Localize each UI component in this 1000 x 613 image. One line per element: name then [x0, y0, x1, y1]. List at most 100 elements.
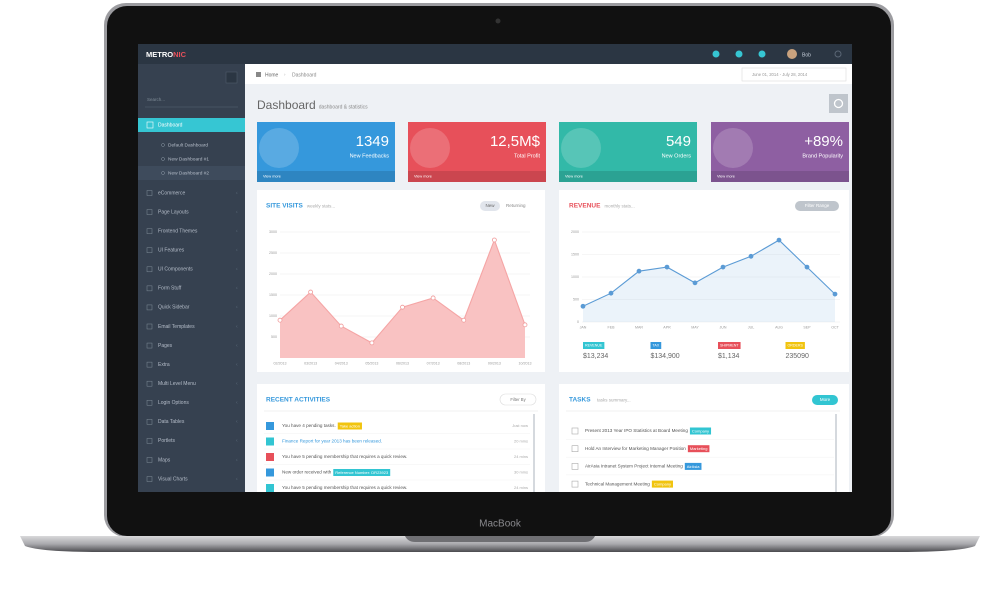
notification-icon[interactable]: [758, 50, 766, 58]
reload-button[interactable]: [829, 94, 848, 113]
stat-label: New Feedbacks: [350, 153, 390, 159]
activity-badge[interactable]: [333, 469, 391, 476]
activity-text: You have 5 pending membership that requi…: [282, 485, 407, 490]
x-tick-label: JUL: [748, 325, 754, 329]
stat-value: 12,5M$: [490, 133, 541, 150]
filter-range-button[interactable]: [795, 201, 839, 211]
data-point: [369, 340, 375, 346]
stat-label: New Orders: [662, 153, 692, 159]
sidebar-icon: [146, 419, 153, 425]
summary-label: TAX: [653, 344, 660, 348]
area: [280, 239, 525, 358]
laptop-base: [20, 536, 980, 552]
notification-icon[interactable]: [735, 50, 743, 58]
data-point: [522, 322, 528, 328]
sidebar-arrow: ‹: [236, 457, 238, 463]
logout-icon[interactable]: [834, 50, 842, 58]
stat-link: View more: [414, 175, 432, 179]
breadcrumb-item: Home: [265, 72, 279, 78]
badge-label: Reference Number: DR23923: [335, 470, 389, 475]
stat-link: View more: [717, 175, 735, 179]
activity-time: Just now: [512, 423, 528, 428]
button-label: Filter Range: [805, 203, 830, 208]
user-avatar[interactable]: [787, 49, 797, 59]
sidebar-sub-icon: [161, 143, 165, 147]
activity-text: You have 4 pending tasks.: [282, 423, 336, 428]
data-point: [461, 317, 467, 323]
summary-badge: [650, 342, 662, 349]
stat-icon: [259, 128, 299, 168]
logo: METRONIC: [146, 50, 187, 59]
tab-active[interactable]: [480, 201, 500, 211]
sidebar-sub-icon: [161, 171, 165, 175]
sidebar-toggle[interactable]: [225, 71, 238, 84]
x-tick-label: MAY: [691, 325, 699, 329]
stat-card[interactable]: [711, 122, 849, 182]
data-point: [692, 280, 698, 286]
stat-card[interactable]: [257, 122, 395, 182]
task-badge: [687, 445, 710, 453]
badge-label: Take action: [340, 423, 360, 428]
sidebar-item: Quick Sidebar: [158, 305, 190, 311]
area: [583, 240, 835, 322]
sidebar-arrow: ‹: [236, 400, 238, 406]
task-checkbox[interactable]: [571, 463, 579, 470]
stat-footer: [711, 171, 849, 182]
activity-text: New order received with: [282, 470, 332, 475]
x-tick-label: 07/2013: [427, 361, 440, 365]
sidebar-item: Pages: [158, 343, 173, 349]
page-title: Dashboard: [257, 98, 316, 112]
badge-label: Company: [692, 428, 709, 433]
task-text: Present 2013 Year IPO Statistics at Boar…: [585, 428, 688, 433]
breadcrumb-bar: [245, 64, 852, 84]
y-tick-label: 1000: [269, 314, 277, 318]
x-tick-label: MAR: [635, 325, 643, 329]
filter-button[interactable]: [499, 393, 537, 406]
stat-value: 1349: [356, 133, 389, 150]
x-tick-label: APR: [663, 325, 671, 329]
sidebar-arrow: ‹: [236, 476, 238, 482]
x-tick-label: 05/2013: [365, 361, 378, 365]
summary-value: $134,900: [651, 353, 680, 360]
stat-footer: [559, 171, 697, 182]
reload-icon: [833, 98, 844, 109]
stat-card[interactable]: [559, 122, 697, 182]
sidebar-arrow: ‹: [236, 248, 238, 254]
more-button[interactable]: [812, 395, 838, 405]
data-point: [308, 289, 314, 295]
activity-badge[interactable]: [337, 422, 362, 430]
task-checkbox[interactable]: [571, 480, 579, 488]
badge-label: Company: [654, 481, 671, 486]
sidebar-icon: [146, 285, 153, 292]
sidebar-item: Portlets: [158, 438, 175, 444]
data-point: [776, 237, 782, 243]
portlet-title: SITE VISITS: [266, 203, 304, 210]
notification-icon[interactable]: [712, 50, 720, 58]
portlet-title: TASKS: [569, 397, 591, 404]
task-checkbox[interactable]: [571, 445, 579, 453]
sidebar-icon: [146, 361, 153, 368]
sidebar-active-item[interactable]: [138, 118, 245, 132]
date-range-text: June 01, 2014 - July 28, 2014: [752, 72, 808, 77]
camera: [495, 18, 501, 24]
sidebar-item: Email Templates: [158, 324, 195, 330]
stat-value: +89%: [804, 133, 843, 150]
y-tick-label: 2500: [269, 251, 277, 255]
sidebar-icon: [146, 476, 153, 482]
sidebar-item: Extra: [158, 362, 170, 368]
activity-time: 24 mins: [514, 485, 528, 490]
stat-value: 549: [666, 133, 691, 150]
sidebar-icon: [146, 457, 153, 463]
y-tick-label: 0: [577, 320, 579, 324]
scrollbar: [533, 414, 535, 492]
stat-card[interactable]: [408, 122, 546, 182]
breadcrumb-item: Dashboard: [292, 72, 317, 78]
date-range[interactable]: [741, 67, 847, 82]
portlet: [559, 384, 849, 492]
x-tick-label: FEB: [608, 325, 616, 329]
data-point: [720, 264, 726, 270]
x-tick-label: 06/2013: [396, 361, 409, 365]
x-tick-label: JUN: [720, 325, 727, 329]
task-checkbox[interactable]: [571, 427, 579, 435]
